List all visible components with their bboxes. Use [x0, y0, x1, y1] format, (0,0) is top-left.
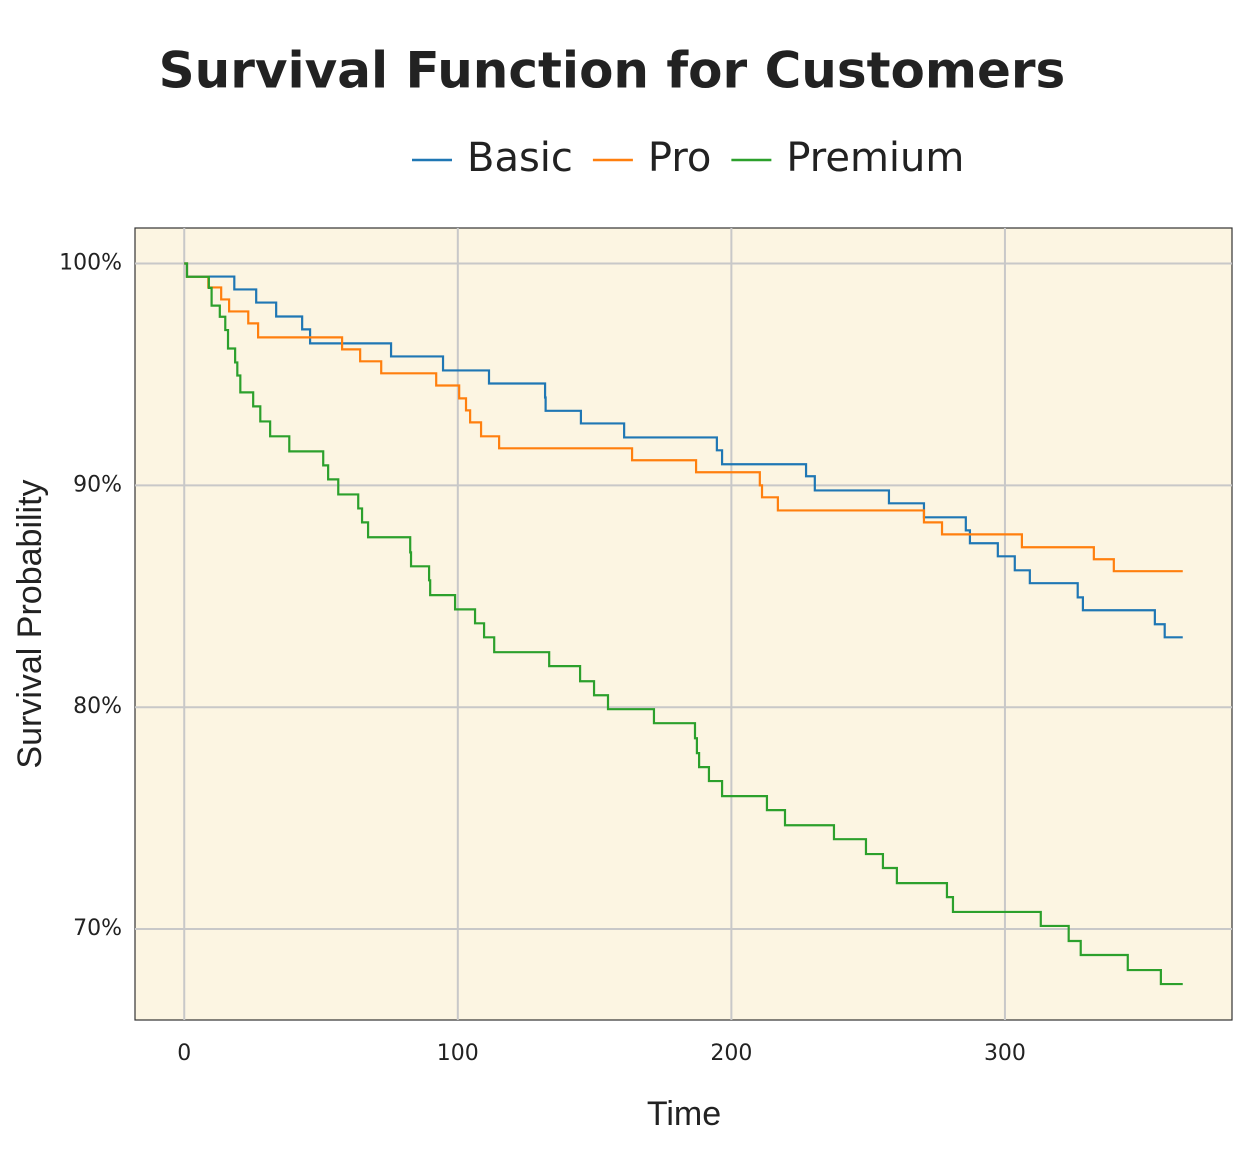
y-tick-label: 90% — [73, 472, 122, 497]
y-axis-label: Survival Probability — [11, 479, 49, 768]
x-tick-label: 0 — [177, 1041, 191, 1066]
survival-line — [184, 262, 1183, 986]
x-tick-label: 200 — [710, 1041, 752, 1066]
y-tick-label: 100% — [59, 250, 122, 275]
x-tick-label: 100 — [437, 1041, 479, 1066]
legend-label: Premium — [786, 135, 964, 181]
survival-line — [184, 262, 1183, 573]
plot-area — [134, 227, 1233, 1021]
x-axis-label: Time — [647, 1095, 721, 1133]
y-tick-label: 80% — [73, 694, 122, 719]
survival-line — [184, 262, 1183, 639]
chart-title: Survival Function for Customers — [159, 42, 1066, 100]
legend-label: Basic — [467, 135, 573, 181]
y-tick-label: 70% — [73, 916, 122, 941]
legend-label: Pro — [648, 135, 711, 181]
x-tick-label: 300 — [984, 1041, 1026, 1066]
